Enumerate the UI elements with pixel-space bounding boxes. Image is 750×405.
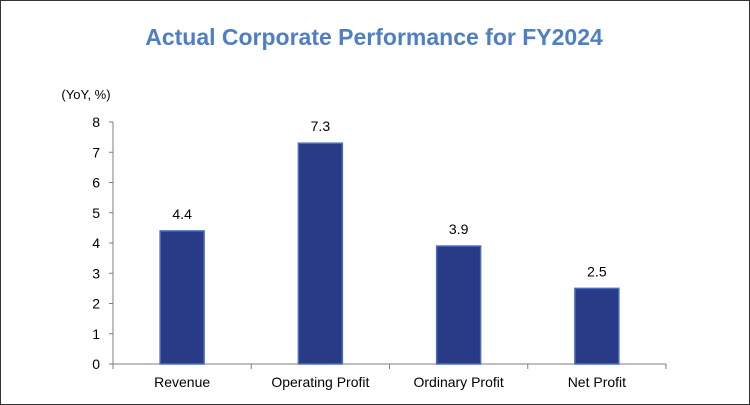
y-tick-label: 0: [92, 356, 100, 372]
y-tick-label: 3: [92, 265, 100, 281]
x-category-label: Ordinary Profit: [414, 374, 504, 390]
x-category-label: Net Profit: [568, 374, 626, 390]
bars-group: [159, 142, 620, 365]
y-tick-label: 8: [92, 114, 100, 130]
bar: [159, 230, 205, 365]
data-labels-group: Revenue 4.4 Operating Profit 7.3 Ordinary Pr…: [154, 118, 626, 390]
x-category-label: Operating Profit: [271, 374, 369, 390]
y-tick-label: 5: [92, 205, 100, 221]
data-label: 2.5: [587, 263, 607, 279]
bar: [574, 287, 620, 365]
bar: [297, 142, 344, 365]
x-category-label: Revenue: [154, 374, 210, 390]
y-tick-label: 6: [92, 175, 100, 191]
data-label: 3.9: [449, 221, 469, 237]
data-label: 4.4: [172, 206, 192, 222]
y-tick-label: 1: [92, 326, 100, 342]
chart-title: Actual Corporate Performance for FY2024: [145, 24, 603, 50]
bar: [435, 245, 482, 365]
y-tick-label: 2: [92, 296, 100, 312]
y-axis-unit-label: (YoY, %): [61, 87, 110, 102]
data-label: 7.3: [311, 118, 331, 134]
y-tick-label: 4: [92, 235, 100, 251]
y-tick-label: 7: [92, 144, 100, 160]
axes: 0 1 2 3 4 5 6 7 8: [92, 114, 667, 372]
